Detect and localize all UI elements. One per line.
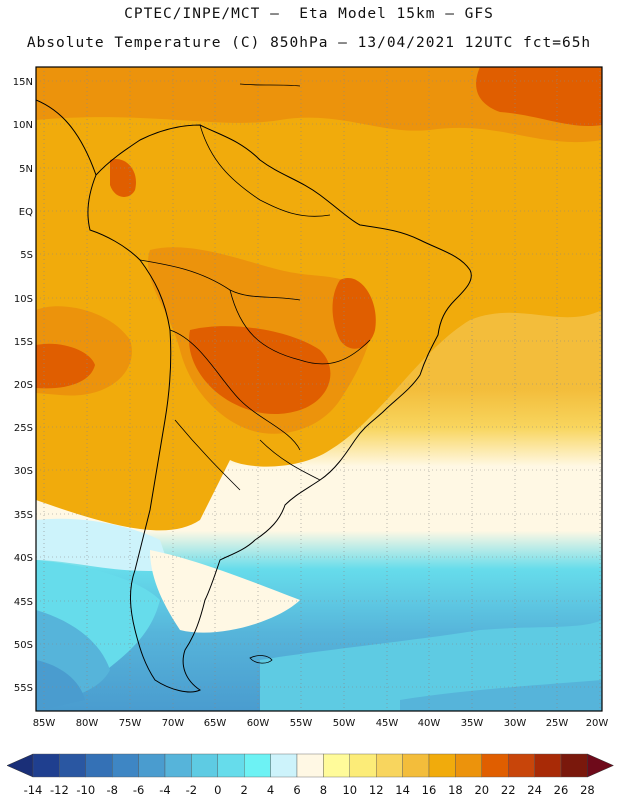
lat-label: 5N: [19, 164, 33, 175]
colorbar-tick-label: 22: [501, 783, 516, 797]
lat-label: 50S: [14, 640, 33, 651]
colorbar-under-arrow: [6, 753, 34, 778]
lon-label: 50W: [333, 718, 356, 729]
colorbar-cell: [217, 753, 245, 778]
colorbar-tick-label: 8: [320, 783, 327, 797]
colorbar-tick-label: 4: [267, 783, 274, 797]
country-borders: [139, 124, 371, 491]
colorbar-tick-label: -4: [159, 783, 170, 797]
colorbar-cell: [296, 753, 324, 778]
lon-label: 65W: [204, 718, 227, 729]
colorbar-cell: [455, 753, 482, 778]
colorbar-cell: [323, 753, 350, 778]
colorbar-tick-label: 14: [395, 783, 410, 797]
lon-label: 80W: [76, 718, 99, 729]
lat-label: 15S: [14, 337, 33, 348]
lat-label: 10N: [13, 120, 33, 131]
colorbar-tick-label: 26: [554, 783, 569, 797]
lat-label: 15N: [13, 77, 33, 88]
colorbar-cell: [59, 753, 87, 778]
lon-label: 20W: [586, 718, 609, 729]
colorbar-cell: [560, 753, 588, 778]
lat-label: 20S: [14, 380, 33, 391]
lon-label: 55W: [290, 718, 313, 729]
colorbar-cell: [349, 753, 377, 778]
latitude-labels: 15N 10N 5N EQ 5S 10S 15S 20S 25S 30S 35S…: [13, 77, 33, 694]
colorbar-cell: [428, 753, 456, 778]
colorbar-tick-label: 18: [448, 783, 463, 797]
map-frame: [35, 66, 603, 712]
colorbar-cell: [534, 753, 562, 778]
lat-label: 45S: [14, 597, 33, 608]
colorbar-cell: [481, 753, 509, 778]
colorbar-tick-label: 24: [527, 783, 542, 797]
lat-label: 5S: [20, 250, 33, 261]
colorbar-cell: [111, 753, 139, 778]
colorbar-cell: [508, 753, 535, 778]
colorbar-cell: [270, 753, 298, 778]
colorbar-cell: [402, 753, 430, 778]
colorbar-tick-label: 28: [580, 783, 595, 797]
temperature-field: [36, 67, 602, 711]
south-america-coastline: [87, 124, 472, 693]
colorbar: -14 -12 -10 -8 -6 -4 -2 0 2 4 6 8 10 12 14 16 18 20 22 24 26…: [6, 753, 615, 797]
colorbar-cell: [85, 753, 113, 778]
lon-label: 45W: [376, 718, 399, 729]
lon-label: 75W: [119, 718, 142, 729]
map-title-line-1: CPTEC/INPE/MCT – Eta Model 15km – GFS: [124, 6, 494, 22]
lon-label: 30W: [504, 718, 527, 729]
lat-label: 25S: [14, 423, 33, 434]
lon-label: 40W: [418, 718, 441, 729]
lon-label: 25W: [546, 718, 569, 729]
colorbar-tick-label: -12: [50, 783, 69, 797]
lon-label: 35W: [461, 718, 484, 729]
colorbar-over-arrow: [587, 753, 615, 778]
lat-label: EQ: [19, 207, 33, 218]
colorbar-tick-label: -10: [76, 783, 95, 797]
colorbar-tick-label: -6: [133, 783, 144, 797]
lat-label: 10S: [14, 294, 33, 305]
colorbar-tick-label: -14: [24, 783, 43, 797]
colorbar-cell: [138, 753, 166, 778]
colorbar-cell: [376, 753, 403, 778]
colorbar-cell: [32, 753, 60, 778]
lat-label: 35S: [14, 510, 33, 521]
lat-label: 30S: [14, 466, 33, 477]
colorbar-tick-label: -8: [106, 783, 117, 797]
colorbar-cell: [243, 753, 271, 778]
colorbar-tick-label: 20: [474, 783, 489, 797]
colorbar-tick-label: 16: [422, 783, 437, 797]
lat-label: 55S: [14, 683, 33, 694]
colorbar-tick-label: 12: [369, 783, 384, 797]
colorbar-cell: [164, 753, 192, 778]
colorbar-cell: [191, 753, 218, 778]
lat-label: 40S: [14, 553, 33, 564]
map-title-line-2: Absolute Temperature (C) 850hPa – 13/04/…: [26, 35, 592, 51]
lon-label: 70W: [162, 718, 185, 729]
colorbar-tick-label: 6: [293, 783, 300, 797]
colorbar-tick-label: 0: [214, 783, 221, 797]
lon-label: 60W: [247, 718, 270, 729]
colorbar-tick-label: 10: [342, 783, 357, 797]
lon-label: 85W: [33, 718, 56, 729]
colorbar-tick-label: -2: [186, 783, 197, 797]
longitude-labels: 85W 80W 75W 70W 65W 60W 55W 50W 45W 40W …: [33, 718, 609, 729]
colorbar-tick-label: 2: [241, 783, 248, 797]
